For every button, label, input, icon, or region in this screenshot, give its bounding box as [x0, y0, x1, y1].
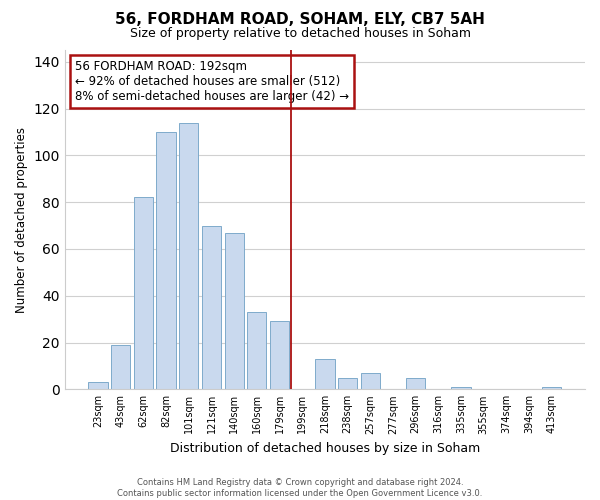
- Text: 56, FORDHAM ROAD, SOHAM, ELY, CB7 5AH: 56, FORDHAM ROAD, SOHAM, ELY, CB7 5AH: [115, 12, 485, 28]
- Bar: [451, 387, 470, 390]
- Bar: [270, 322, 289, 390]
- Bar: [315, 359, 335, 390]
- Bar: [157, 132, 176, 390]
- Bar: [542, 387, 562, 390]
- Text: Size of property relative to detached houses in Soham: Size of property relative to detached ho…: [130, 28, 470, 40]
- Bar: [111, 345, 130, 390]
- Bar: [361, 373, 380, 390]
- Bar: [338, 378, 357, 390]
- X-axis label: Distribution of detached houses by size in Soham: Distribution of detached houses by size …: [170, 442, 480, 455]
- Bar: [202, 226, 221, 390]
- Bar: [179, 122, 199, 390]
- Y-axis label: Number of detached properties: Number of detached properties: [15, 126, 28, 312]
- Text: 56 FORDHAM ROAD: 192sqm
← 92% of detached houses are smaller (512)
8% of semi-de: 56 FORDHAM ROAD: 192sqm ← 92% of detache…: [75, 60, 349, 103]
- Bar: [88, 382, 108, 390]
- Text: Contains HM Land Registry data © Crown copyright and database right 2024.
Contai: Contains HM Land Registry data © Crown c…: [118, 478, 482, 498]
- Bar: [134, 198, 153, 390]
- Bar: [247, 312, 266, 390]
- Bar: [406, 378, 425, 390]
- Bar: [224, 232, 244, 390]
